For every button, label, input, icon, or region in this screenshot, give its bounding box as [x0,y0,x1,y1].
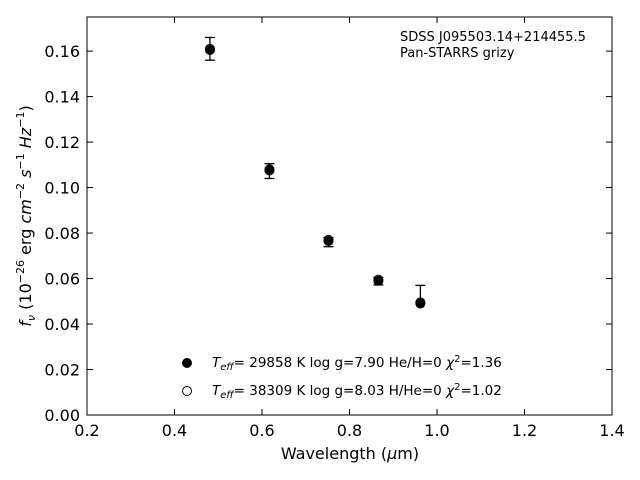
y-tick-labels: 0.00 0.02 0.04 0.06 0.08 0.10 0.12 0.14 0.16 [44,42,80,425]
model-point-open [204,43,215,54]
axis-ticks [86,17,613,416]
x-axis-title: Wavelength (μm) [281,444,419,463]
x-tick-label: 1.0 [424,421,449,440]
annotation-line2: Pan-STARRS grizy [400,46,515,61]
y-tick-label: 0.10 [44,179,80,198]
x-tick-labels: 0.2 0.4 0.6 0.8 1.0 1.2 1.4 [74,421,624,440]
y-tick-label: 0.14 [44,88,80,107]
legend-entry-2: Teff= 38309 K log g=8.03 H/He=0 χ2=1.02 [212,382,502,401]
x-tick-label: 1.4 [599,421,624,440]
legend-marker-filled [182,358,192,368]
y-tick-label: 0.06 [44,270,80,289]
legend: Teff= 29858 K log g=7.90 He/H=0 χ2=1.36 … [182,354,502,401]
legend-marker-open [182,386,192,396]
x-tick-label: 1.2 [512,421,537,440]
plot-area [86,16,613,416]
x-tick-label: 0.4 [162,421,187,440]
x-tick-label: 0.8 [337,421,362,440]
x-tick-label: 0.2 [74,421,99,440]
model-point-open [323,234,334,245]
legend-entry-2-text: = 38309 K log g=8.03 H/He=0 [234,383,446,399]
legend-entry-1-text: = 29858 K log g=7.90 He/H=0 [234,355,446,371]
legend-entry-1-chi: =1.36 [460,355,501,371]
legend-entry-1: Teff= 29858 K log g=7.90 He/H=0 χ2=1.36 [212,354,502,373]
y-tick-label: 0.12 [44,133,80,152]
legend-entry-2-chi: =1.02 [460,383,501,399]
model-point-open [264,165,275,176]
x-tick-label: 0.6 [249,421,274,440]
y-tick-label: 0.04 [44,315,80,334]
y-tick-label: 0.02 [44,361,80,380]
data-points [204,43,426,309]
annotation-line1: SDSS J095503.14+214455.5 [400,30,586,45]
model-point-open [373,274,384,285]
y-tick-label: 0.08 [44,224,80,243]
y-axis-title: fν (10−26 erg cm−2 s−1 Hz−1) [14,105,38,326]
model-point-open [415,297,426,308]
y-tick-label: 0.00 [44,406,80,425]
y-tick-label: 0.16 [44,42,80,61]
